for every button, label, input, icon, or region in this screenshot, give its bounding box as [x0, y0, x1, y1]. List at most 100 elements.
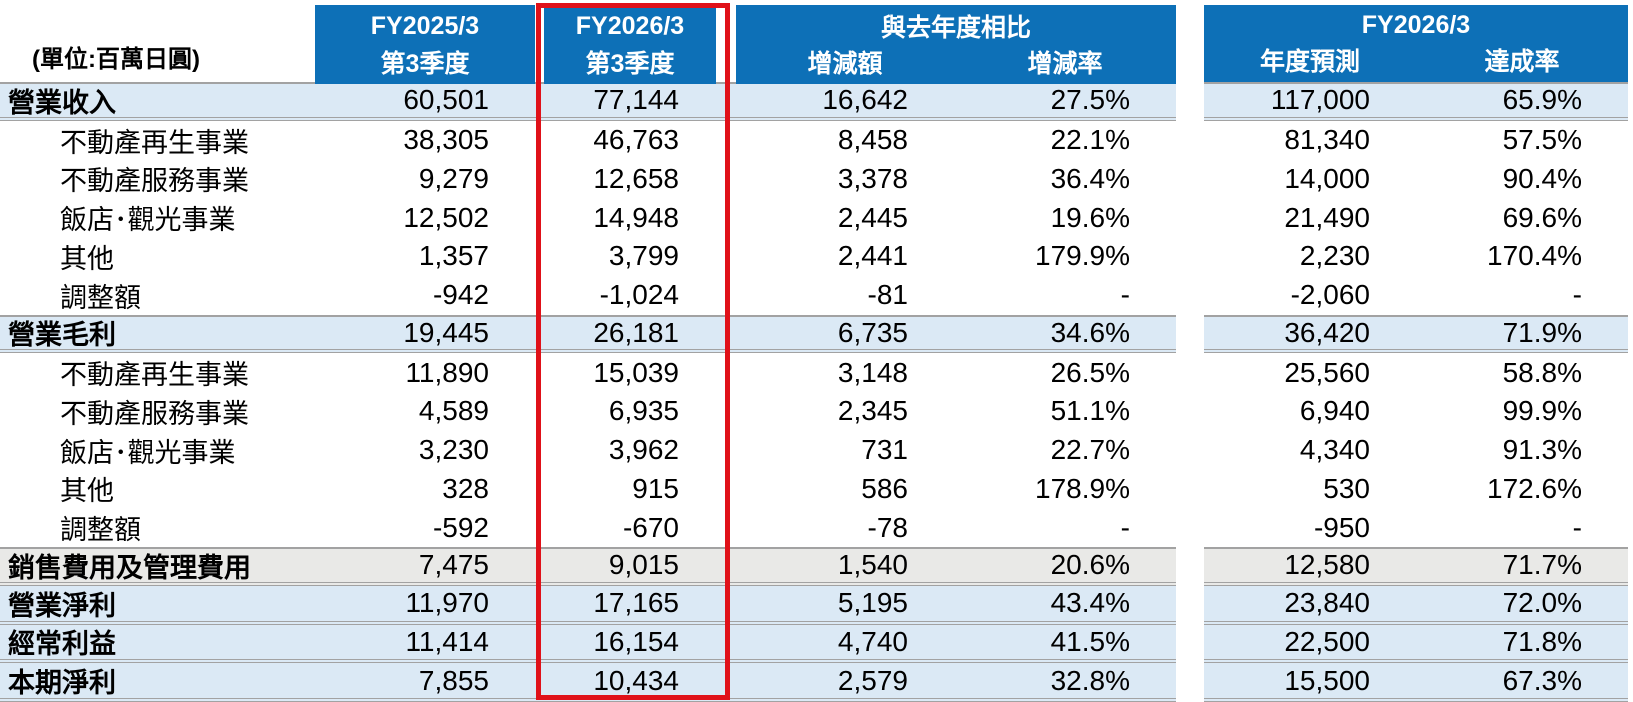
- table-row: 不動產再生事業 38,305 46,763 8,458 22.1%: [0, 121, 1176, 160]
- table-row: 經常利益 11,414 16,154 4,740 41.5%: [0, 624, 1176, 664]
- cell-yoy-rate: -: [1120, 279, 1130, 311]
- forecast-row: 21,490 69.6%: [1204, 198, 1628, 237]
- cell-fy2026-q3: 16,154: [593, 625, 679, 657]
- row-label: 不動產再生事業: [60, 127, 249, 158]
- cell-achievement-rate: 90.4%: [1502, 162, 1582, 194]
- row-label: 調整額: [60, 515, 141, 546]
- cell-achievement-rate: 99.9%: [1502, 395, 1582, 427]
- cell-fy2026-forecast: -950: [1313, 511, 1370, 543]
- cell-yoy-delta: 8,458: [837, 124, 908, 156]
- table-row: 調整額 -592 -670 -78 -: [0, 508, 1176, 547]
- cell-achievement-rate: 58.8%: [1502, 356, 1582, 388]
- row-label: 調整額: [60, 282, 141, 313]
- header-yoy-rate: 增減率: [1027, 50, 1103, 78]
- cell-yoy-rate: 178.9%: [1035, 472, 1130, 504]
- cell-achievement-rate: 170.4%: [1487, 240, 1582, 272]
- table-row: 飯店･觀光事業 3,230 3,962 731 22.7%: [0, 431, 1176, 470]
- cell-fy2026-forecast: 4,340: [1299, 434, 1370, 466]
- cell-fy2026-q3: 77,144: [593, 84, 679, 116]
- forecast-row: 2,230 170.4%: [1204, 237, 1628, 276]
- forecast-row: 530 172.6%: [1204, 470, 1628, 509]
- cell-yoy-rate: 20.6%: [1050, 549, 1130, 581]
- cell-fy2026-q3: 46,763: [593, 124, 679, 156]
- forecast-row: -950 -: [1204, 508, 1628, 547]
- cell-fy2026-q3: 14,948: [593, 201, 679, 233]
- table-row: 不動產服務事業 4,589 6,935 2,345 51.1%: [0, 392, 1176, 431]
- header-fy2025-line1: FY2025/3: [370, 11, 480, 40]
- row-label: 銷售費用及管理費用: [8, 552, 251, 583]
- cell-fy2026-q3: -670: [622, 511, 679, 543]
- forecast-row: 15,500 67.3%: [1204, 663, 1628, 702]
- cell-fy2026-q3: 6,935: [608, 395, 679, 427]
- forecast-row: 36,420 71.9%: [1204, 314, 1628, 354]
- cell-fy2026-q3: 915: [632, 472, 679, 504]
- cell-fy2025-q3: 38,305: [403, 124, 489, 156]
- cell-fy2025-q3: 7,855: [418, 664, 489, 696]
- cell-yoy-delta: 586: [861, 472, 908, 504]
- header-fy2025-q3: FY2025/3 第3季度: [315, 5, 535, 84]
- cell-yoy-rate: 27.5%: [1050, 84, 1130, 116]
- cell-yoy-delta: -81: [867, 279, 908, 311]
- cell-achievement-rate: 57.5%: [1502, 124, 1582, 156]
- row-label: 飯店･觀光事業: [60, 205, 236, 236]
- quarterly-results-table: (單位:百萬日圓) FY2025/3 第3季度 FY2026/3 第3季度 與去…: [0, 5, 1176, 702]
- cell-achievement-rate: 91.3%: [1502, 434, 1582, 466]
- cell-fy2026-forecast: 22,500: [1284, 625, 1370, 657]
- header-annual-group: FY2026/3 年度預測 達成率: [1204, 5, 1628, 82]
- row-label: 不動產再生事業: [60, 360, 249, 391]
- forecast-row: 23,840 72.0%: [1204, 585, 1628, 625]
- table-body: 營業收入 60,501 77,144 16,642 27.5% 不動產再生事業 38,305…: [0, 82, 1176, 702]
- header-annual-title: FY2026/3: [1361, 10, 1471, 39]
- cell-fy2025-q3: 60,501: [403, 84, 489, 116]
- forecast-row: 12,580 71.7%: [1204, 547, 1628, 586]
- forecast-row: -2,060 -: [1204, 276, 1628, 315]
- header-annual-achievement: 達成率: [1484, 48, 1560, 76]
- table-row: 調整額 -942 -1,024 -81 -: [0, 276, 1176, 315]
- cell-yoy-delta: -78: [867, 511, 908, 543]
- forecast-row: 22,500 71.8%: [1204, 624, 1628, 664]
- cell-yoy-delta: 3,378: [837, 162, 908, 194]
- header-annual-forecast: 年度預測: [1259, 48, 1360, 76]
- forecast-row: 81,340 57.5%: [1204, 121, 1628, 160]
- table-row: 飯店･觀光事業 12,502 14,948 2,445 19.6%: [0, 198, 1176, 237]
- table-row: 營業收入 60,501 77,144 16,642 27.5%: [0, 82, 1176, 121]
- row-label: 其他: [60, 476, 114, 507]
- cell-achievement-rate: 71.9%: [1502, 316, 1582, 348]
- cell-yoy-rate: 26.5%: [1050, 356, 1130, 388]
- cell-achievement-rate: 65.9%: [1502, 84, 1582, 116]
- table-row: 不動產再生事業 11,890 15,039 3,148 26.5%: [0, 353, 1176, 392]
- cell-yoy-delta: 6,735: [837, 316, 908, 348]
- cell-yoy-delta: 1,540: [837, 549, 908, 581]
- cell-fy2026-forecast: 14,000: [1284, 162, 1370, 194]
- cell-fy2026-q3: 12,658: [593, 162, 679, 194]
- table-row: 其他 328 915 586 178.9%: [0, 470, 1176, 509]
- row-label: 營業淨利: [8, 590, 116, 621]
- cell-yoy-delta: 5,195: [837, 587, 908, 619]
- row-label: 不動產服務事業: [60, 398, 249, 429]
- cell-fy2026-forecast: 21,490: [1284, 201, 1370, 233]
- cell-fy2026-forecast: 25,560: [1284, 356, 1370, 388]
- cell-yoy-rate: 19.6%: [1050, 201, 1130, 233]
- forecast-header: FY2026/3 年度預測 達成率: [1204, 0, 1628, 82]
- cell-yoy-rate: 43.4%: [1050, 587, 1130, 619]
- forecast-table-body: 117,000 65.9% 81,340 57.5% 14,000 90.4% 21,490…: [1204, 82, 1628, 702]
- header-fy2026-line2: 第3季度: [585, 50, 675, 78]
- header-yoy-group: 與去年度相比 增減額 增減率: [736, 5, 1176, 84]
- cell-yoy-rate: 51.1%: [1050, 395, 1130, 427]
- cell-yoy-rate: 22.7%: [1050, 434, 1130, 466]
- table-row: 本期淨利 7,855 10,434 2,579 32.8%: [0, 663, 1176, 702]
- header-yoy-delta: 增減額: [807, 50, 883, 78]
- table-row: 不動產服務事業 9,279 12,658 3,378 36.4%: [0, 160, 1176, 199]
- cell-fy2026-forecast: 2,230: [1299, 240, 1370, 272]
- cell-fy2026-q3: 3,799: [608, 240, 679, 272]
- cell-fy2026-q3: 10,434: [593, 664, 679, 696]
- cell-yoy-rate: 32.8%: [1050, 664, 1130, 696]
- cell-yoy-delta: 2,579: [837, 664, 908, 696]
- header-fy2025-line2: 第3季度: [380, 50, 470, 78]
- cell-fy2025-q3: 328: [442, 472, 489, 504]
- cell-fy2026-q3: 26,181: [593, 316, 679, 348]
- cell-yoy-rate: -: [1120, 511, 1130, 543]
- forecast-row: 25,560 58.8%: [1204, 353, 1628, 392]
- row-label: 其他: [60, 243, 114, 274]
- cell-achievement-rate: 72.0%: [1502, 587, 1582, 619]
